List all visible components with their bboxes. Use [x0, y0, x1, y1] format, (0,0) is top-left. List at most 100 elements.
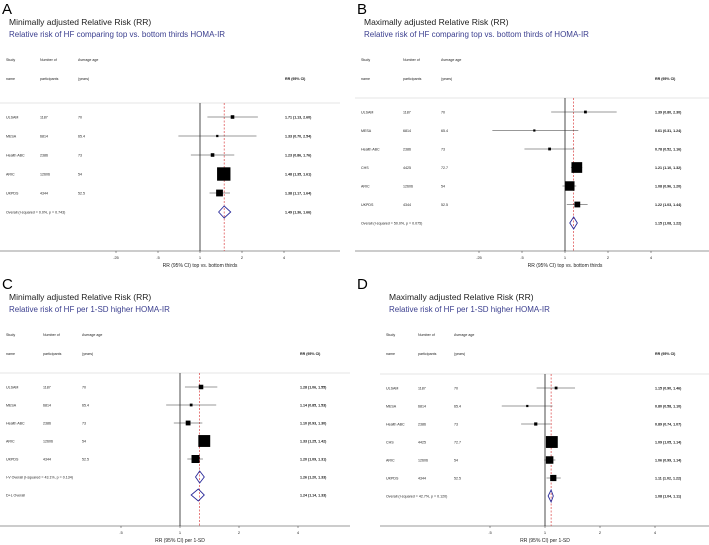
x-axis-label: RR (95% CI) per 1-SD	[155, 538, 205, 544]
x-tick-label: 2	[607, 255, 610, 260]
x-tick-label: .5	[520, 255, 524, 260]
header-n2: participants	[418, 352, 437, 356]
study-rr-label: 1.39 (0.80, 2.30)	[655, 110, 682, 114]
study-rr-label: 1.06 (0.99, 1.14)	[655, 458, 682, 462]
overall-diamond	[547, 488, 554, 504]
header-study2: name	[361, 77, 370, 81]
x-tick-label: .5	[488, 530, 492, 535]
x-tick-label: 1	[179, 530, 182, 535]
study-participants: 6814	[40, 134, 48, 138]
study-participants: 12606	[403, 184, 413, 188]
header-age1: Average age	[78, 58, 98, 62]
study-participants: 12606	[40, 172, 50, 176]
study-participants: 4425	[418, 440, 426, 444]
study-participants: 4344	[403, 203, 411, 207]
study-rr-label: 0.80 (0.58, 1.10)	[655, 404, 682, 408]
study-name: MESA	[6, 403, 17, 407]
study-rr-label: 1.09 (1.05, 1.14)	[655, 440, 682, 444]
study-participants: 1187	[418, 386, 426, 390]
study-name: Health ABC	[361, 147, 380, 151]
overall-name: D+L Overall	[6, 493, 25, 497]
study-name: UKPDS	[361, 203, 374, 207]
study-age: 70	[441, 110, 445, 114]
study-point-box	[526, 404, 529, 408]
overall-name: Overall (I-squared = 50.0%, p = 0.075)	[361, 221, 422, 225]
overall-name: Overall (I-squared = 0.0%, p = 0.743)	[6, 210, 65, 214]
study-name: ULSAM	[386, 386, 398, 390]
study-participants: 2386	[418, 422, 426, 426]
study-point-box	[210, 153, 215, 157]
study-name: Health ABC	[6, 153, 25, 157]
study-participants: 2386	[43, 421, 51, 425]
study-participants: 6814	[43, 403, 51, 407]
study-point-box	[185, 420, 191, 426]
header-n2: participants	[403, 77, 422, 81]
overall-rr-label: 1.15 (1.08, 1.22)	[655, 221, 682, 225]
study-participants: 2386	[40, 153, 48, 157]
forest-panel-b: B Maximally adjusted Relative Risk (RR) Re…	[355, 0, 709, 270]
study-point-box	[574, 201, 581, 208]
study-rr-label: 1.15 (0.90, 1.46)	[655, 386, 682, 390]
panel-title: Maximally adjusted Relative Risk (RR)	[389, 292, 534, 302]
panel-subtitle: Relative risk of HF per 1-SD higher HOMA…	[9, 305, 170, 314]
study-point-box	[198, 384, 204, 390]
header-n2: participants	[43, 352, 62, 356]
header-age2: (years)	[441, 77, 452, 81]
overall-rr-label: 1.24 (1.14, 1.33)	[300, 493, 327, 497]
header-study2: name	[6, 352, 15, 356]
study-age: 65.4	[78, 134, 85, 138]
header-n1: Number of	[40, 58, 57, 62]
x-tick-label: .25	[476, 255, 482, 260]
study-name: ARIC	[6, 172, 15, 176]
study-age: 73	[441, 147, 445, 151]
panel-subtitle: Relative risk of HF comparing top vs. bo…	[364, 30, 589, 39]
study-name: CHS	[386, 440, 394, 444]
study-point-box	[554, 386, 558, 390]
x-axis-label: RR (95% CI) per 1-SD	[520, 538, 570, 544]
header-rr: RR (95% CI)	[655, 77, 676, 81]
header-age1: Average age	[441, 58, 461, 62]
x-tick-label: 2	[238, 530, 241, 535]
x-axis-label: RR (95% CI) top vs. bottom thirds	[528, 263, 603, 269]
study-point-box	[571, 162, 583, 173]
header-n2: participants	[40, 77, 59, 81]
study-participants: 1187	[43, 385, 51, 389]
study-point-box	[217, 167, 231, 181]
x-tick-label: .25	[113, 255, 119, 260]
study-age: 52.5	[82, 457, 89, 461]
panel-letter: D	[357, 276, 368, 293]
panel-subtitle: Relative risk of HF per 1-SD higher HOMA…	[389, 305, 550, 314]
overall-name: I-V Overall (I-squared = 43.1%, p = 0.13…	[6, 475, 73, 479]
study-rr-label: 1.11 (1.02, 1.22)	[655, 476, 682, 480]
x-tick-label: 4	[283, 255, 286, 260]
study-age: 52.5	[441, 203, 448, 207]
panel-letter: A	[2, 1, 12, 18]
study-rr-label: 0.78 (0.52, 1.16)	[655, 147, 682, 151]
study-point-box	[216, 189, 223, 197]
study-name: ARIC	[386, 458, 395, 462]
study-rr-label: 1.33 (1.25, 1.42)	[300, 439, 327, 443]
overall-rr-label: 1.49 (1.36, 1.66)	[285, 210, 312, 214]
study-rr-label: 0.61 (0.31, 1.24)	[655, 129, 682, 133]
study-rr-label: 1.20 (1.09, 1.31)	[300, 457, 327, 461]
header-n1: Number of	[418, 333, 435, 337]
study-point-box	[230, 115, 235, 119]
panel-title: Maximally adjusted Relative Risk (RR)	[364, 17, 509, 27]
study-name: MESA	[386, 404, 397, 408]
study-point-box	[216, 134, 219, 138]
study-rr-label: 1.23 (0.86, 1.76)	[285, 153, 312, 157]
x-tick-label: 4	[650, 255, 653, 260]
forest-panel-c: C Minimally adjusted Relative Risk (RR) Re…	[0, 275, 354, 545]
study-participants: 4344	[418, 476, 426, 480]
study-age: 52.5	[454, 476, 461, 480]
panel-letter: C	[2, 276, 13, 293]
study-participants: 12606	[43, 439, 53, 443]
header-rr: RR (95% CI)	[655, 352, 676, 356]
study-name: ARIC	[6, 439, 15, 443]
overall-rr-label: 1.08 (1.04, 1.11)	[655, 494, 682, 498]
overall-diamond	[194, 470, 205, 484]
header-study2: name	[6, 77, 15, 81]
overall-rr-label: 1.26 (1.20, 1.33)	[300, 475, 327, 479]
x-tick-label: 4	[297, 530, 300, 535]
panel-title: Minimally adjusted Relative Risk (RR)	[9, 17, 151, 27]
